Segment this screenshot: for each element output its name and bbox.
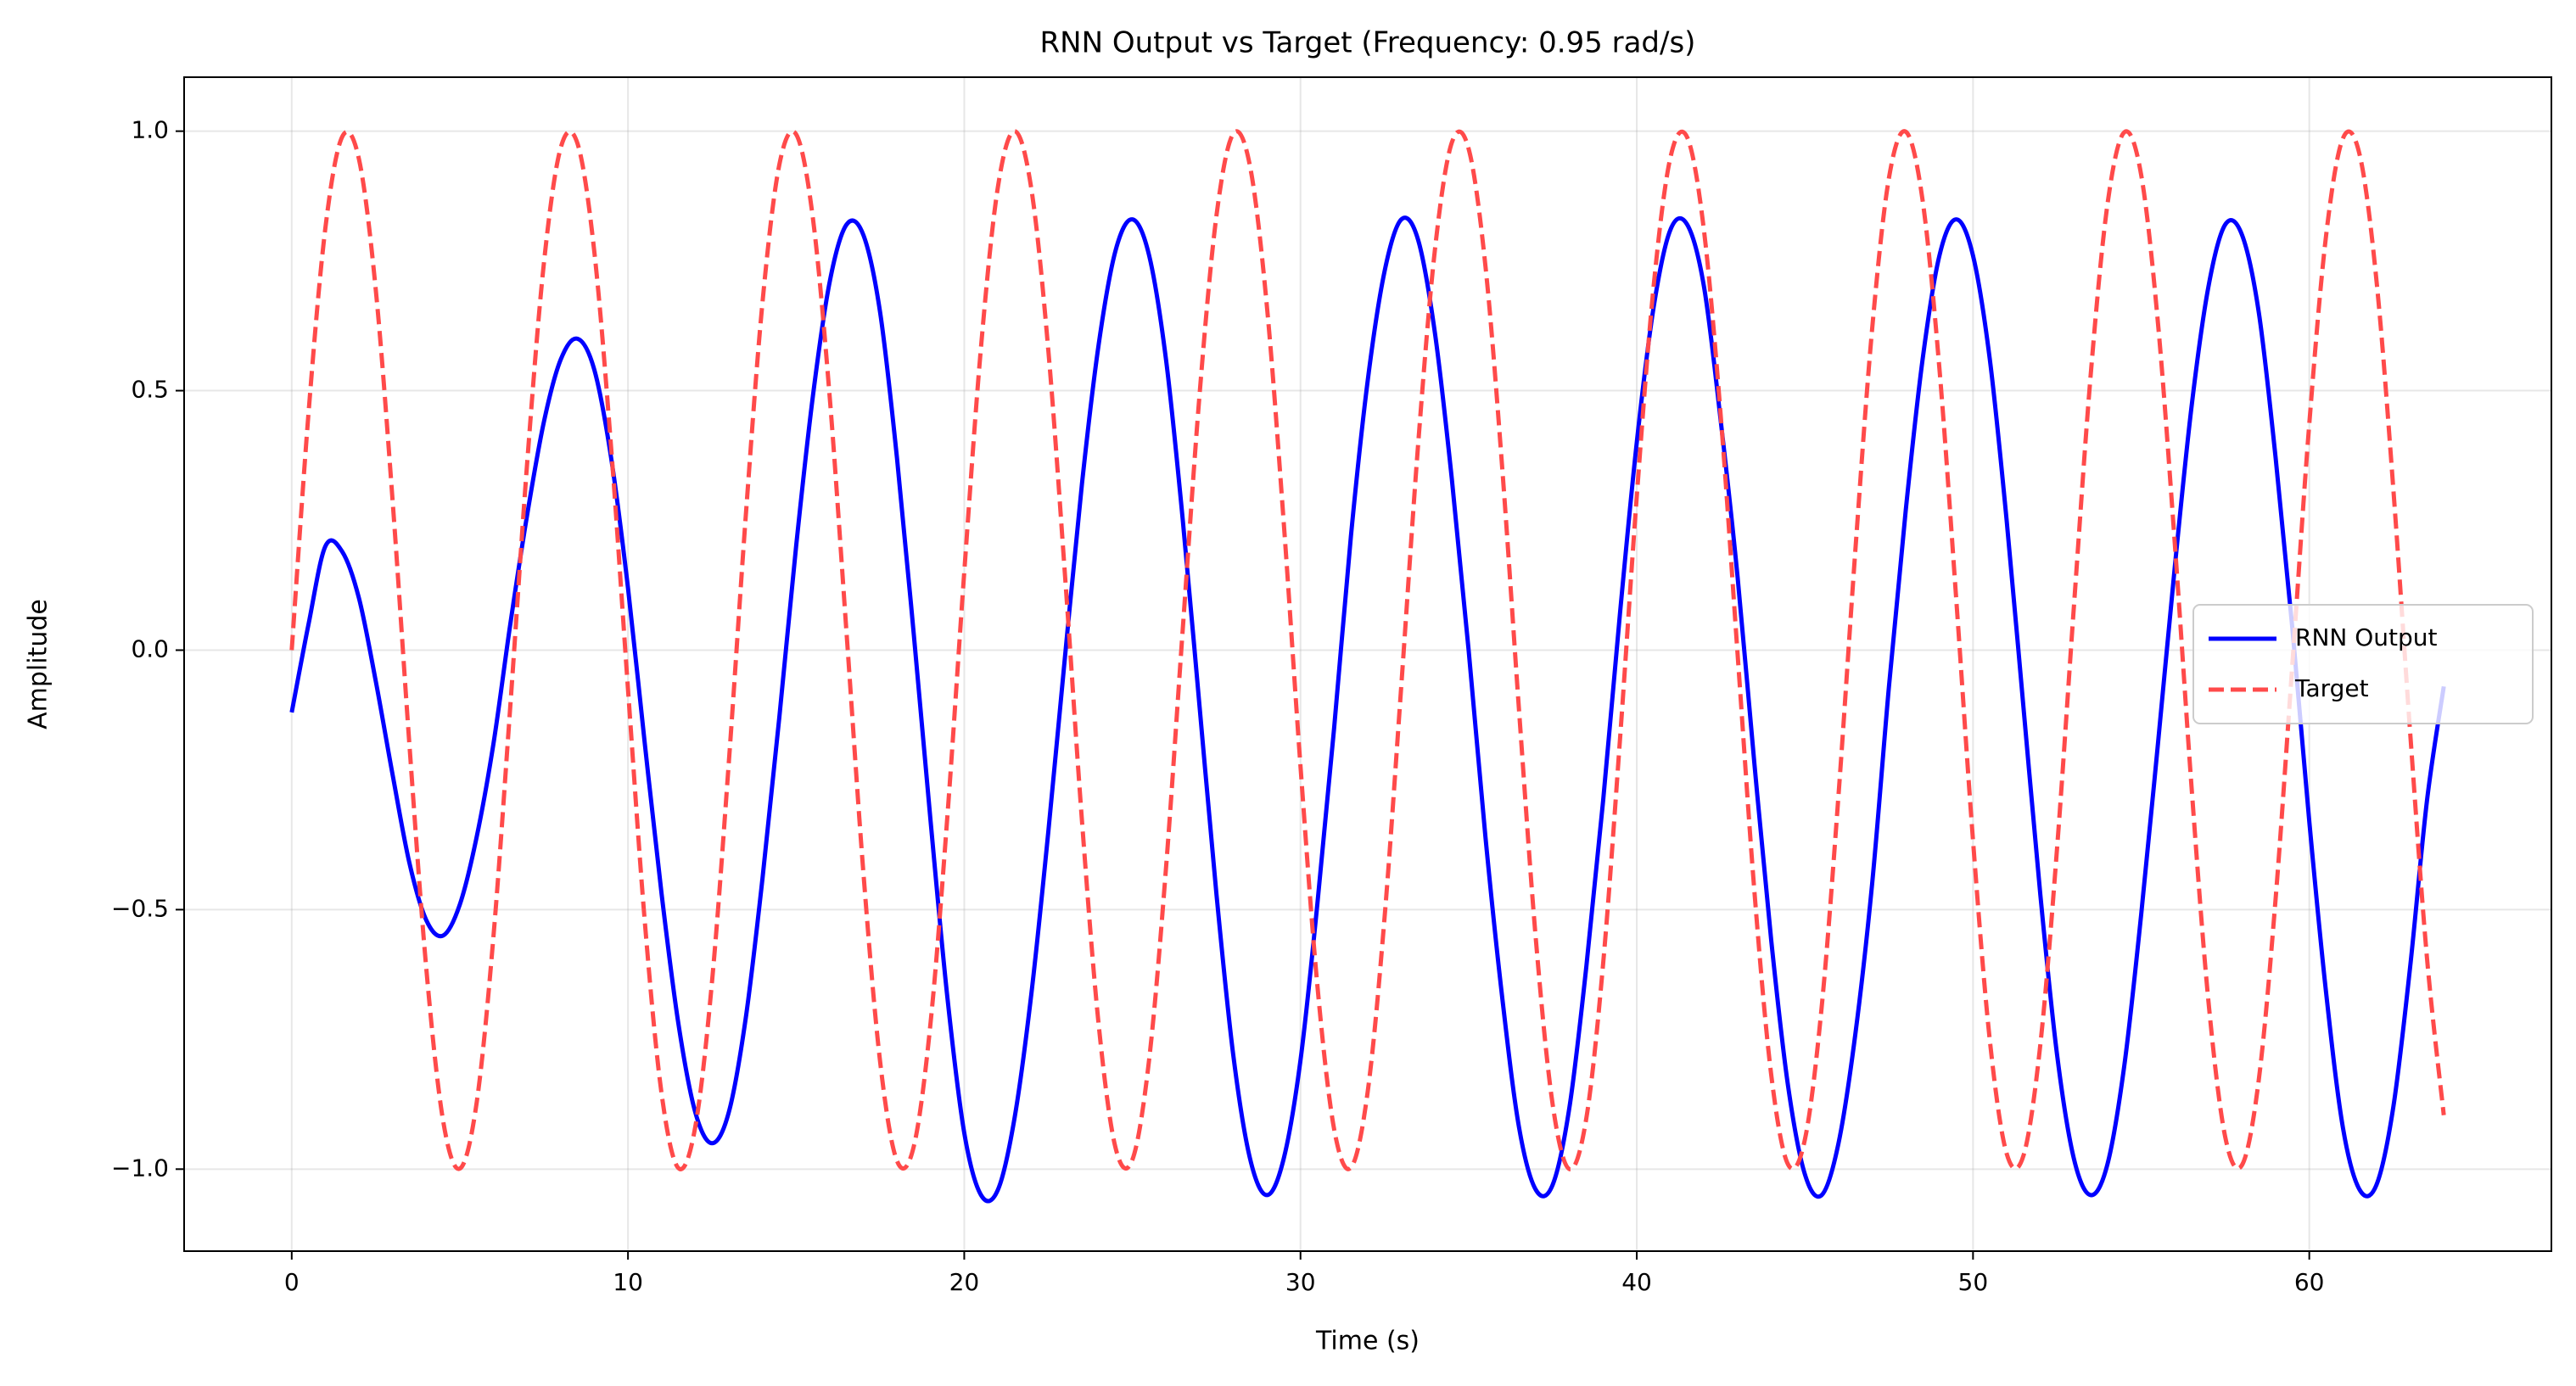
- legend-box: [2192, 604, 2534, 724]
- x-tick-label: 20: [949, 1268, 980, 1296]
- y-tick-label: −0.5: [111, 894, 169, 922]
- x-tick-label: 30: [1285, 1268, 1316, 1296]
- series-line: [289, 129, 2446, 1171]
- x-tick-label: 10: [613, 1268, 643, 1296]
- x-tick-label: 60: [2294, 1268, 2325, 1296]
- x-axis-label: Time (s): [1315, 1327, 1420, 1356]
- y-tick-label: 1.0: [131, 116, 169, 144]
- legend: RNN Output Target: [2192, 604, 2534, 724]
- y-tick-label: 0.0: [131, 634, 169, 662]
- x-tick-label: 50: [1958, 1268, 1989, 1296]
- series-line: [289, 215, 2446, 1204]
- legend-label: Target: [2294, 674, 2369, 702]
- plot-frame: [183, 76, 2552, 1252]
- y-tick-label: −1.0: [111, 1154, 169, 1182]
- chart-title: RNN Output vs Target (Frequency: 0.95 ra…: [1040, 26, 1696, 60]
- legend-label: RNN Output: [2295, 623, 2438, 651]
- x-tick-label: 0: [284, 1268, 300, 1296]
- x-tick-label: 40: [1621, 1268, 1652, 1296]
- y-axis-label: Amplitude: [24, 599, 53, 729]
- y-tick-label: 0.5: [131, 376, 169, 404]
